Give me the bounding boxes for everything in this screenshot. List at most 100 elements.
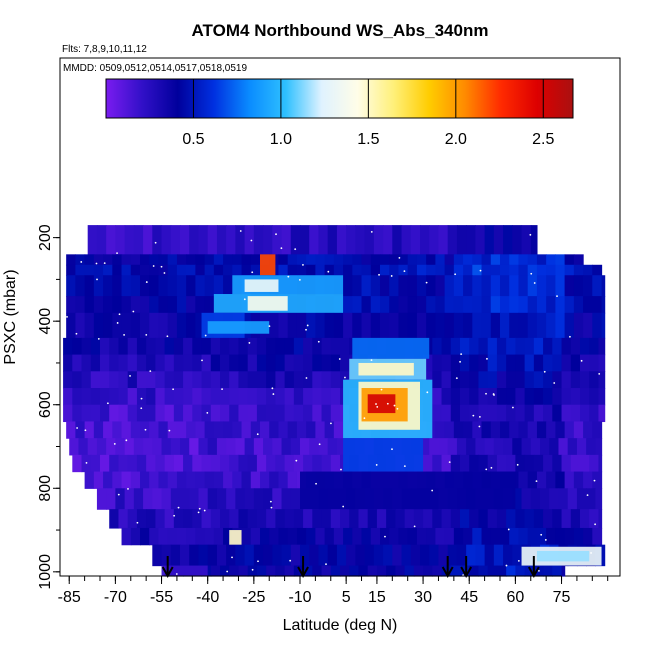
heatmap-cell	[333, 527, 344, 546]
heatmap-cell	[290, 488, 301, 510]
heatmap-cell	[158, 471, 169, 489]
heatmap-cell	[404, 565, 415, 577]
heatmap-cell	[195, 264, 206, 276]
heatmap-cell	[327, 438, 338, 456]
heatmap-cell	[207, 438, 218, 456]
sample-dot	[375, 403, 377, 405]
heatmap-cell	[100, 354, 110, 372]
heatmap-cell	[238, 354, 249, 372]
heatmap-cell	[220, 565, 230, 577]
heatmap-cell	[204, 296, 215, 314]
heatmap-cell	[223, 421, 233, 439]
sample-dot	[370, 359, 373, 362]
sample-dot	[118, 313, 121, 316]
heatmap-cell	[370, 527, 381, 546]
heatmap-cell	[195, 254, 206, 266]
heatmap-cell	[423, 565, 433, 577]
heatmap-cell	[515, 565, 526, 577]
heatmap-cells	[63, 225, 606, 577]
heatmap-cell	[444, 312, 455, 339]
heatmap-cell	[527, 275, 538, 297]
heatmap-cell	[253, 225, 264, 255]
heatmap-cell	[176, 264, 187, 276]
colorbar-tick-label: 2.0	[445, 131, 467, 148]
x-axis-label: Latitude (deg N)	[283, 617, 398, 634]
heatmap-cell	[330, 388, 341, 406]
heatmap-cell	[552, 388, 563, 406]
heatmap-cell	[580, 354, 590, 372]
heatmap-cell	[561, 454, 572, 473]
heatmap-cell	[161, 438, 172, 456]
heatmap-cell	[124, 225, 135, 255]
heatmap-cell	[266, 388, 276, 406]
heatmap-cell	[506, 404, 516, 423]
heatmap-cell	[136, 509, 147, 529]
heatmap-cell	[189, 225, 200, 255]
heatmap-cell	[161, 544, 172, 567]
heatmap-cell	[340, 509, 350, 529]
heatmap-cell	[167, 264, 178, 276]
heatmap-cell	[432, 404, 443, 423]
flights-note: Flts: 7,8,9,10,11,12	[62, 44, 147, 55]
heatmap-cell	[478, 371, 489, 389]
heatmap-cell	[463, 264, 473, 276]
heatmap-cell	[355, 544, 366, 567]
heatmap-cell	[281, 225, 292, 255]
sample-dot	[459, 360, 461, 363]
sample-dot	[226, 570, 229, 573]
heatmap-cell	[296, 264, 307, 276]
heatmap-cell	[266, 454, 276, 473]
heatmap-cell	[420, 438, 430, 456]
sample-dot	[413, 525, 416, 528]
heatmap-cell	[136, 337, 147, 356]
heatmap-cell	[589, 371, 600, 389]
heatmap-cell	[130, 471, 141, 489]
heatmap-cell	[533, 337, 544, 356]
heatmap-cell	[518, 471, 529, 489]
heatmap-cell	[263, 225, 273, 255]
heatmap-cell	[460, 371, 470, 389]
heatmap-cell	[460, 404, 470, 423]
heatmap-cell	[247, 371, 258, 389]
heatmap-cell	[226, 544, 236, 567]
heatmap-cell	[127, 404, 138, 423]
heatmap-cell	[398, 312, 409, 339]
flight-arrow-head	[297, 566, 309, 579]
heatmap-cell	[115, 438, 126, 456]
heatmap-cell	[469, 509, 480, 529]
heatmap-cell	[413, 565, 424, 577]
heatmap-cell	[266, 404, 276, 423]
heatmap-cell	[226, 225, 236, 255]
heatmap-cell	[592, 275, 603, 297]
heatmap-cell	[96, 225, 107, 255]
heatmap-cell	[426, 312, 436, 339]
heatmap-cell	[213, 254, 224, 266]
heatmap-cell	[164, 388, 175, 406]
heatmap-cell	[75, 421, 86, 439]
heatmap-cell	[352, 312, 363, 339]
heatmap-cell	[503, 438, 513, 456]
heatmap-cell	[484, 225, 495, 255]
heatmap-cell	[241, 254, 252, 266]
heatmap-cell	[386, 565, 396, 577]
heatmap-cell	[146, 371, 156, 389]
heatmap-cell	[284, 354, 295, 372]
heatmap-cell	[75, 264, 86, 276]
heatmap-cell	[521, 438, 532, 456]
heatmap-cell	[487, 565, 498, 577]
heatmap-cell	[481, 527, 492, 546]
heatmap-cell	[567, 488, 578, 510]
sample-dot	[330, 422, 332, 425]
sample-dot	[490, 466, 493, 469]
x-tick-label: -10	[288, 589, 311, 606]
heatmap-cell	[167, 254, 178, 266]
heatmap-cell	[204, 275, 215, 297]
heatmap-cell	[592, 312, 603, 339]
heatmap-cell	[472, 312, 483, 339]
heatmap-cell	[96, 438, 107, 456]
heatmap-cell	[426, 296, 436, 314]
heatmap-cell	[346, 544, 356, 567]
heatmap-cell	[272, 544, 283, 567]
heatmap-cell	[127, 354, 138, 372]
heatmap-cell	[321, 565, 332, 577]
